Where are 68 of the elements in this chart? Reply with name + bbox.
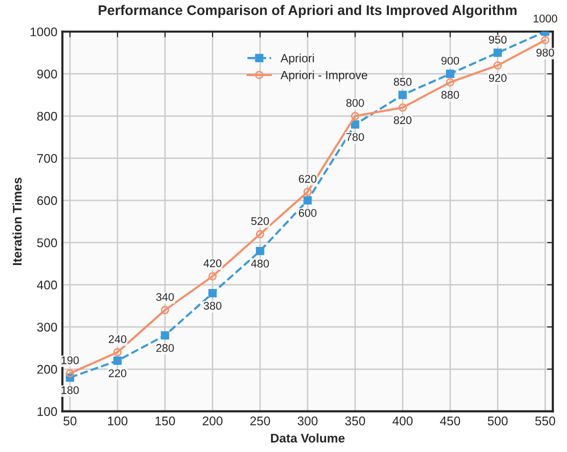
point xyxy=(208,289,217,298)
data-label: 880 xyxy=(441,90,460,99)
data-label: 240 xyxy=(108,335,126,344)
data-label: 340 xyxy=(156,293,174,301)
legend-label: Apriori xyxy=(280,54,314,65)
data-label: 850 xyxy=(394,78,412,86)
x-axis-title: Data Volume xyxy=(271,433,345,443)
point xyxy=(208,272,217,280)
point xyxy=(160,331,170,340)
data-label: 380 xyxy=(204,302,222,310)
y-tick-label: 700 xyxy=(37,154,58,163)
x-tick-label: 300 xyxy=(298,416,318,426)
point xyxy=(494,61,502,70)
x-tick-label: 450 xyxy=(440,416,460,426)
y-tick-label: 200 xyxy=(37,364,58,374)
point xyxy=(256,246,264,256)
data-label: 220 xyxy=(108,369,126,378)
y-tick-label: 500 xyxy=(37,238,58,248)
data-label: 190 xyxy=(62,356,79,364)
y-tick-label: 900 xyxy=(37,70,58,78)
point xyxy=(303,196,312,205)
point xyxy=(446,70,454,78)
y-tick-label: 600 xyxy=(37,196,58,206)
data-label: 280 xyxy=(156,344,174,352)
data-label: 950 xyxy=(488,36,507,44)
point xyxy=(113,356,122,365)
x-tick-label: 350 xyxy=(345,416,366,426)
y-tick-label: 1000 xyxy=(30,27,58,36)
x-tick-label: 100 xyxy=(108,416,128,426)
data-label: 900 xyxy=(441,56,460,65)
point xyxy=(113,348,122,356)
data-label: 780 xyxy=(346,133,364,141)
x-tick-label: 550 xyxy=(535,416,556,426)
point xyxy=(160,306,170,314)
data-label: 920 xyxy=(488,74,507,82)
point xyxy=(541,36,550,44)
point xyxy=(350,112,360,120)
data-label: 420 xyxy=(204,259,222,268)
point xyxy=(398,90,407,100)
y-axis-title: Iteration Times xyxy=(12,178,22,265)
point xyxy=(446,78,454,86)
data-label: 600 xyxy=(298,209,316,217)
y-tick-label: 800 xyxy=(37,112,58,121)
x-tick-label: 50 xyxy=(64,416,76,426)
data-label: 800 xyxy=(346,99,364,107)
point xyxy=(303,188,312,196)
point xyxy=(350,120,360,129)
data-label: 1000 xyxy=(534,14,558,22)
x-tick-label: 250 xyxy=(250,416,270,426)
data-label: 620 xyxy=(298,174,316,183)
x-tick-label: 150 xyxy=(156,416,175,426)
x-tick-label: 200 xyxy=(202,416,222,426)
point xyxy=(398,103,407,112)
y-tick-label: 400 xyxy=(36,280,58,290)
chart-title: Performance Comparison of Apriori and Its Improved Algorithm xyxy=(98,4,517,18)
point xyxy=(494,48,502,57)
data-label: 180 xyxy=(62,386,79,394)
x-tick-label: 400 xyxy=(392,416,413,426)
data-label: 520 xyxy=(251,217,269,225)
y-tick-label: 300 xyxy=(37,322,58,332)
legend-label: Apriori - Improve xyxy=(280,70,368,82)
point xyxy=(66,369,74,378)
data-label: 820 xyxy=(394,116,412,124)
data-label: 980 xyxy=(536,48,554,57)
point xyxy=(256,230,264,238)
y-tick-label: 100 xyxy=(38,407,58,416)
x-tick-label: 500 xyxy=(488,416,508,426)
data-label: 480 xyxy=(251,260,269,268)
